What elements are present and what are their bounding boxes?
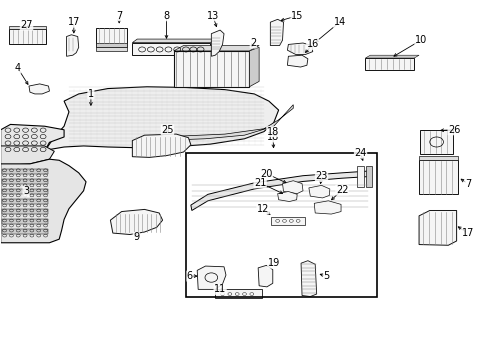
Bar [215, 289, 261, 298]
Bar [185, 153, 376, 297]
Bar [9, 30, 46, 44]
Polygon shape [190, 171, 370, 211]
Polygon shape [418, 211, 456, 245]
Text: 2: 2 [250, 38, 256, 48]
Polygon shape [0, 125, 64, 155]
Polygon shape [287, 55, 307, 67]
Text: 25: 25 [161, 125, 173, 135]
Bar [366, 166, 371, 187]
Polygon shape [258, 265, 272, 287]
Polygon shape [308, 185, 329, 198]
Text: 17: 17 [461, 228, 473, 238]
Polygon shape [29, 84, 49, 94]
Polygon shape [66, 35, 79, 56]
Bar [1, 210, 48, 214]
Text: 5: 5 [323, 271, 329, 281]
Bar [271, 217, 305, 225]
Text: 16: 16 [306, 40, 318, 49]
Text: 4: 4 [15, 63, 21, 73]
Polygon shape [270, 19, 283, 45]
Text: 7: 7 [116, 11, 122, 21]
Text: 8: 8 [163, 11, 169, 21]
Polygon shape [110, 210, 162, 234]
Polygon shape [314, 201, 340, 214]
Bar [9, 26, 46, 30]
Polygon shape [132, 134, 190, 157]
Polygon shape [147, 105, 293, 146]
Bar [1, 220, 48, 224]
Polygon shape [249, 47, 259, 87]
Polygon shape [277, 192, 297, 202]
Polygon shape [0, 146, 54, 166]
Polygon shape [0, 159, 86, 243]
Text: 24: 24 [354, 148, 366, 158]
Text: 14: 14 [333, 17, 345, 27]
Text: 13: 13 [206, 11, 219, 21]
Bar [1, 189, 48, 194]
Bar [418, 156, 457, 160]
Text: 26: 26 [447, 125, 459, 135]
Text: 7: 7 [464, 179, 470, 189]
Text: 18: 18 [266, 132, 278, 142]
Bar [1, 179, 48, 184]
Bar [356, 166, 363, 187]
Polygon shape [173, 45, 259, 51]
Polygon shape [132, 39, 215, 42]
Text: 18: 18 [266, 127, 278, 136]
Bar [96, 43, 127, 47]
Bar [1, 169, 48, 174]
Text: 20: 20 [260, 168, 272, 179]
Bar [96, 46, 127, 51]
Text: 23: 23 [315, 171, 327, 181]
Text: 9: 9 [133, 232, 139, 242]
Bar [1, 229, 48, 234]
Bar [1, 199, 48, 204]
Text: 19: 19 [267, 258, 279, 268]
Bar [173, 51, 249, 87]
Bar [419, 130, 452, 154]
Text: 11: 11 [214, 284, 226, 294]
Text: 22: 22 [335, 185, 347, 195]
Bar [96, 28, 127, 47]
Polygon shape [301, 261, 316, 297]
Text: 17: 17 [67, 17, 80, 27]
Polygon shape [282, 181, 303, 194]
Text: 27: 27 [20, 20, 33, 30]
Polygon shape [365, 55, 418, 58]
Text: 12: 12 [256, 204, 269, 214]
Text: 21: 21 [253, 178, 266, 188]
Bar [365, 58, 413, 69]
Polygon shape [197, 266, 225, 289]
Polygon shape [287, 43, 312, 54]
Text: 3: 3 [23, 186, 29, 197]
Text: 10: 10 [414, 35, 426, 45]
Polygon shape [211, 30, 224, 56]
Text: 1: 1 [88, 89, 94, 99]
Text: 15: 15 [290, 11, 303, 21]
Bar [132, 42, 210, 55]
Bar [418, 160, 457, 194]
Polygon shape [44, 87, 278, 151]
Text: 6: 6 [186, 271, 193, 281]
